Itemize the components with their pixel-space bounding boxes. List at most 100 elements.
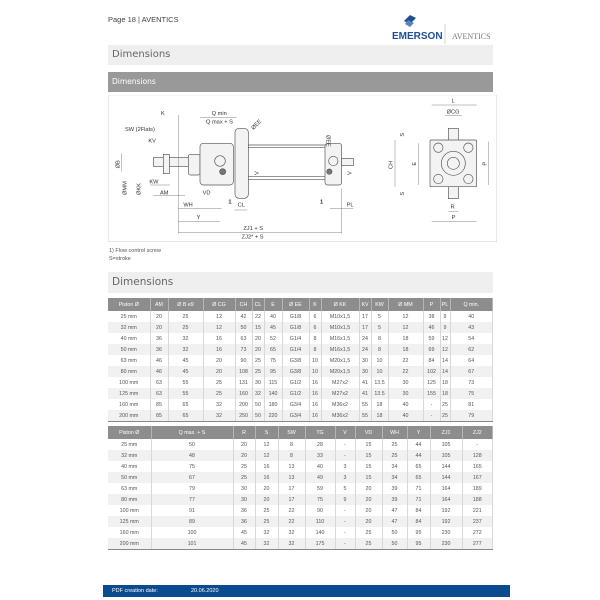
table-cell: 40 (264, 311, 283, 322)
table-cell: 24 (359, 333, 372, 344)
table-cell: 17 (359, 311, 372, 322)
table-cell: 89 (151, 516, 234, 527)
table-cell: 75 (450, 388, 493, 399)
page-header: Page 18 | AVENTICS (108, 15, 179, 24)
table-cell: - (335, 527, 356, 538)
table-row: 25 mm 50 20 12 8 28-15 25 44 105- (108, 439, 493, 450)
column-header: R (233, 426, 256, 439)
table-cell: 20 (252, 333, 265, 344)
table-cell: M27x2 (321, 377, 360, 388)
table-cell: - (335, 450, 356, 461)
table-cell: 52 (264, 333, 283, 344)
table-cell: 79 (151, 483, 234, 494)
table-cell: G1/2 (282, 377, 310, 388)
table-cell: G1/4 (282, 333, 310, 344)
table-cell: G3/4 (282, 399, 310, 410)
table-cell: 32 (203, 399, 236, 410)
table-cell: 84 (407, 505, 431, 516)
table-cell: 77 (151, 494, 234, 505)
table-cell: 13 (278, 461, 306, 472)
table-cell: 48 (151, 450, 234, 461)
label-r: R (451, 204, 455, 210)
table-cell: 192 (430, 505, 463, 516)
table-cell: 10 (309, 366, 322, 377)
table-cell: 16 (309, 410, 322, 422)
table-cell: 45 (168, 355, 204, 366)
table-cell: 55 (359, 410, 372, 422)
dimensions-table-1: Piston Ø AM Ø B e9 Ø CG CH CL E Ø EE K Ø KK KV KW Ø … (108, 298, 493, 422)
table-cell: 25 (252, 355, 265, 366)
label-b: ØB (115, 160, 121, 168)
column-header: AM (150, 298, 169, 311)
column-header: TG (305, 426, 336, 439)
table-cell: 128 (462, 450, 493, 461)
table-cell: 115 (264, 377, 283, 388)
table-cell: 16 (255, 461, 279, 472)
table-cell: 20 (203, 355, 236, 366)
table-cell: 25 (355, 527, 383, 538)
table-cell: 16 (309, 399, 322, 410)
note-stroke: S=stroke (109, 256, 131, 262)
column-header: Ø B e9 (168, 298, 204, 311)
table-cell: 10 (309, 355, 322, 366)
table-cell: 30 (359, 355, 372, 366)
table-cell: 180 (264, 399, 283, 410)
label-wh: WH (183, 203, 192, 209)
table-cell: 32 (252, 388, 265, 399)
table-cell: - (335, 439, 356, 450)
table-cell: 39 (382, 483, 408, 494)
column-header: E (264, 298, 283, 311)
table-cell: 108 (235, 366, 253, 377)
table-cell: 3 (335, 461, 356, 472)
table-cell: 75 (305, 494, 336, 505)
table-cell: 22 (252, 311, 265, 322)
table-cell: 81 (450, 399, 493, 410)
label-kw: KW (149, 179, 159, 185)
column-header: Q min. (450, 298, 493, 311)
table-row: 25 mm 20 25 12 42 22 40 G1/8 6 M10x1,5 17 5 12 38 9 40 (108, 311, 493, 322)
table-cell: G1/2 (282, 388, 310, 399)
table-cell: 55 (168, 388, 204, 399)
table-cell: 65 (168, 399, 204, 410)
table-row: 63 mm 46 45 20 90 25 75 G3/8 10 M20x1,5 30 10 22 84 14… (108, 355, 493, 366)
table-cell: 9 (440, 322, 451, 333)
table-cell: - (335, 505, 356, 516)
table-cell: 84 (423, 355, 441, 366)
table-cell: 32 mm (108, 322, 151, 333)
table-cell: 220 (264, 410, 283, 422)
table-cell: - (423, 410, 441, 422)
label-sw: SW (2Flats) (125, 127, 155, 133)
column-header: Piston Ø (108, 298, 151, 311)
table-cell: M36x2 (321, 399, 360, 410)
label-l: L (452, 98, 455, 104)
table-cell: 63 (235, 333, 253, 344)
table-cell: 20 (233, 439, 256, 450)
label-cg: ØCG (447, 109, 460, 115)
table-cell: 100 (151, 527, 234, 538)
table-cell: 32 (168, 344, 204, 355)
table-cell: 73 (450, 377, 493, 388)
table-cell: 164 (430, 494, 463, 505)
table-cell: 16 (203, 344, 236, 355)
table-cell: 5 (371, 311, 389, 322)
label-am: AM (160, 190, 169, 196)
table-cell: 12 (440, 344, 451, 355)
table-cell: 25 (255, 505, 279, 516)
table-cell: 43 (450, 322, 493, 333)
column-header: Ø MM (388, 298, 424, 311)
table-cell: 18 (388, 344, 424, 355)
table-cell: 59 (423, 333, 441, 344)
table-cell: 54 (450, 333, 493, 344)
table-cell: 12 (388, 322, 424, 333)
table-cell: 22 (278, 516, 306, 527)
table-cell: 36 (233, 516, 256, 527)
label-cl: CL (238, 203, 245, 209)
table-row: 160 mm 85 65 32 200 50 180 G3/4 16 M36x2 55 18 40-25… (108, 399, 493, 410)
table-cell: 167 (462, 472, 493, 483)
table-cell: 95 (264, 366, 283, 377)
table-cell: 105 (430, 450, 463, 461)
table-cell: 3 (335, 472, 356, 483)
table-cell: 50 mm (108, 344, 151, 355)
table-cell: 25 mm (108, 439, 152, 450)
